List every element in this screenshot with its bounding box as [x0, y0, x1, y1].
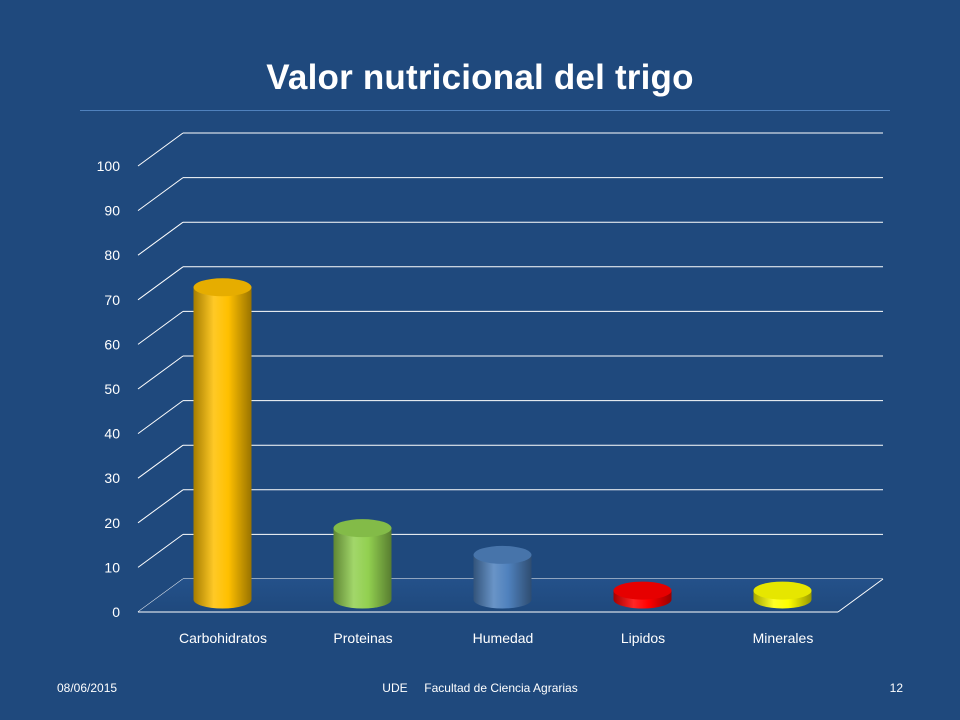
y-tick-label: 50 — [104, 381, 120, 397]
y-tick-label: 30 — [104, 470, 120, 486]
bar-top — [613, 581, 672, 600]
bar-top — [753, 581, 812, 600]
bar-body — [473, 554, 532, 609]
gridline-side — [137, 444, 184, 479]
y-tick-label: 90 — [104, 203, 120, 219]
gridline-side — [137, 533, 184, 568]
bar-top — [473, 545, 532, 564]
footer-date: 08/06/2015 — [57, 681, 118, 695]
y-tick-label: 70 — [104, 292, 120, 308]
y-tick-label: 100 — [97, 158, 121, 174]
y-tick-label: 40 — [104, 426, 120, 442]
footer-organization: UDE Facultad de Ciencia Agrarias — [382, 681, 578, 695]
y-tick-label: 60 — [104, 336, 120, 352]
gridline-side — [137, 489, 184, 524]
bar-top — [333, 519, 392, 538]
gridline-side — [137, 310, 184, 345]
x-category-label: Lipidos — [621, 630, 665, 646]
gridline-side — [137, 355, 184, 390]
bar-carbohidratos — [193, 278, 252, 609]
bar-body — [193, 287, 252, 609]
x-axis-category-labels: Carbohidratos Proteinas Humedad Lipidos Mine… — [179, 630, 813, 646]
bar-minerales — [753, 581, 812, 609]
title-divider — [80, 110, 890, 111]
gridline-side — [137, 132, 184, 167]
x-category-label: Humedad — [473, 630, 534, 646]
slide-title: Valor nutricional del trigo — [266, 58, 694, 97]
bars — [193, 278, 812, 609]
bar-body — [333, 528, 392, 609]
gridline-side — [137, 266, 184, 301]
gridline-side — [137, 400, 184, 435]
footer-page-number: 12 — [889, 681, 903, 695]
x-axis-right-edge — [837, 578, 884, 613]
gridline-side — [137, 221, 184, 256]
y-tick-label: 20 — [104, 515, 120, 531]
bar-proteinas — [333, 519, 392, 609]
gridline-side — [137, 177, 184, 212]
y-tick-label: 10 — [104, 559, 120, 575]
y-tick-label: 0 — [112, 604, 120, 620]
x-category-label: Minerales — [753, 630, 814, 646]
x-category-label: Proteinas — [333, 630, 392, 646]
bar-top — [193, 278, 252, 297]
y-tick-label: 80 — [104, 247, 120, 263]
bar-lipidos — [613, 581, 672, 609]
x-category-label: Carbohidratos — [179, 630, 267, 646]
bar-humedad — [473, 545, 532, 609]
y-axis-tick-labels: 0 10 20 30 40 50 60 70 80 90 100 — [97, 158, 121, 620]
